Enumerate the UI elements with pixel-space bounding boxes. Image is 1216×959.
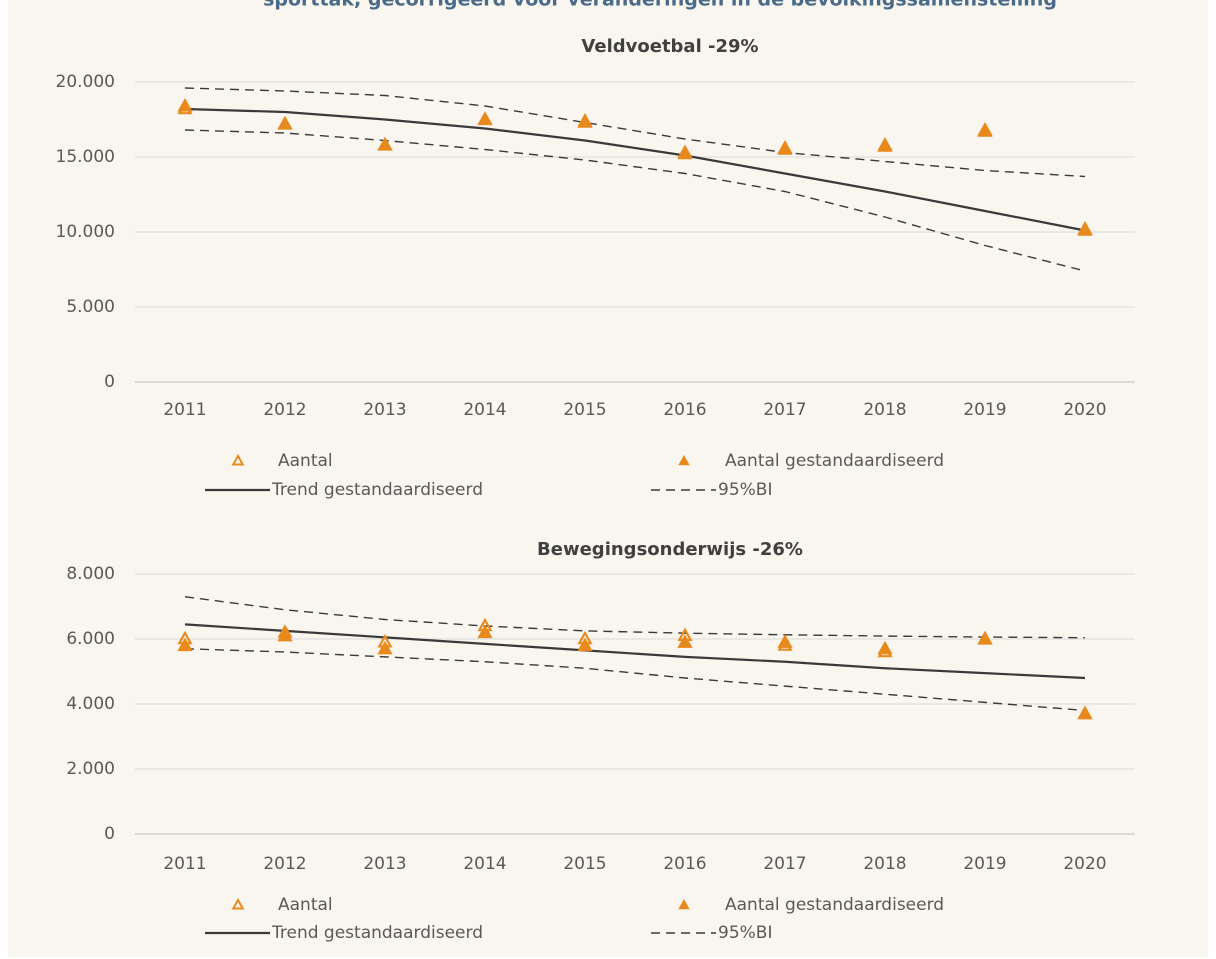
x-tick-label: 2015	[563, 400, 606, 420]
legend-marker	[678, 455, 690, 466]
y-tick-label: 15.000	[56, 147, 115, 167]
legend-label: 95%BI	[718, 923, 772, 943]
point	[477, 624, 493, 639]
point	[977, 122, 993, 136]
point	[577, 113, 593, 127]
x-tick-label: 2013	[363, 400, 406, 420]
series-line	[184, 596, 1086, 639]
point	[477, 111, 493, 126]
point	[277, 627, 293, 642]
x-tick-label: 2017	[763, 400, 806, 420]
x-tick-label: 2013	[363, 854, 406, 874]
y-tick-label: 8.000	[66, 564, 115, 584]
y-tick-label: 0	[104, 372, 115, 392]
x-tick-label: 2019	[963, 854, 1006, 874]
series-line	[184, 623, 1086, 680]
y-tick-label: 20.000	[56, 72, 115, 92]
point	[177, 98, 193, 112]
point	[677, 144, 693, 159]
x-tick-label: 2016	[663, 854, 706, 874]
x-tick-label: 2016	[663, 400, 706, 420]
point	[677, 634, 693, 648]
point	[977, 631, 993, 645]
point	[277, 116, 293, 130]
panel	[8, 0, 1208, 957]
legend-label: Aantal	[278, 451, 333, 471]
legend-marker	[678, 899, 690, 910]
series-line	[184, 87, 1086, 178]
series-line	[184, 648, 1086, 712]
chart-title: Veldvoetbal -29%	[581, 36, 758, 57]
series-line	[184, 107, 1086, 232]
legend-label: Aantal gestandaardiseerd	[725, 895, 944, 915]
point	[177, 637, 193, 652]
point	[877, 640, 893, 655]
header-title: sporttak, gecorrigeerd voor veranderinge…	[263, 0, 1057, 11]
x-tick-label: 2020	[1063, 854, 1106, 874]
point	[877, 137, 893, 151]
point	[777, 634, 793, 648]
x-tick-label: 2011	[163, 400, 206, 420]
point	[1077, 705, 1093, 720]
legend-marker	[231, 453, 245, 466]
x-tick-label: 2014	[463, 400, 506, 420]
y-tick-label: 4.000	[66, 694, 115, 714]
x-tick-label: 2020	[1063, 400, 1106, 420]
x-tick-label: 2019	[963, 400, 1006, 420]
x-tick-label: 2011	[163, 854, 206, 874]
y-tick-label: 2.000	[66, 759, 115, 779]
legend-label: Aantal	[278, 895, 333, 915]
y-tick-label: 10.000	[56, 222, 115, 242]
y-tick-label: 5.000	[66, 297, 115, 317]
legend-label: 95%BI	[718, 480, 772, 500]
x-tick-label: 2012	[263, 854, 306, 874]
x-tick-label: 2012	[263, 400, 306, 420]
x-tick-label: 2018	[863, 400, 906, 420]
legend-label: Trend gestandaardiseerd	[271, 480, 483, 500]
point	[1077, 221, 1093, 235]
legend-marker	[231, 897, 245, 910]
legend-label: Trend gestandaardiseerd	[271, 923, 483, 943]
x-tick-label: 2015	[563, 854, 606, 874]
point	[777, 140, 793, 154]
x-tick-label: 2017	[763, 854, 806, 874]
point	[577, 637, 593, 652]
point	[377, 640, 393, 655]
x-tick-label: 2014	[463, 854, 506, 874]
y-tick-label: 6.000	[66, 629, 115, 649]
chart-title: Bewegingsonderwijs -26%	[537, 539, 803, 560]
y-tick-label: 0	[104, 824, 115, 844]
legend-label: Aantal gestandaardiseerd	[725, 451, 944, 471]
point	[377, 137, 393, 151]
x-tick-label: 2018	[863, 854, 906, 874]
series-line	[184, 129, 1086, 272]
